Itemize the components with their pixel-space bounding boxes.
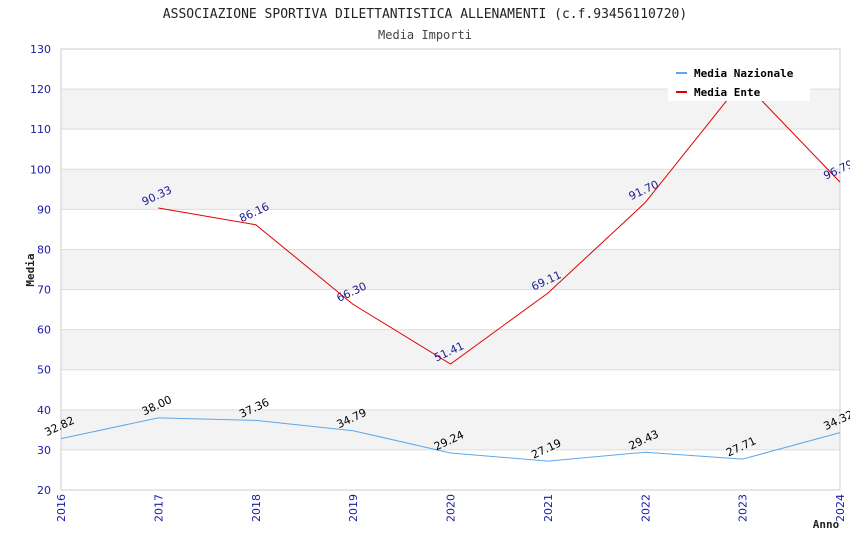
- grid-band: [61, 289, 840, 330]
- x-tick-label: 2020: [445, 494, 458, 522]
- plot-area: [60, 48, 841, 491]
- y-tick-label: 80: [37, 243, 51, 256]
- x-axis-ticks: 2016 2017 2018 2019 2020 2021 2022 2023 2024: [55, 494, 847, 522]
- y-tick-label: 30: [37, 444, 51, 457]
- y-tick-label: 110: [30, 123, 51, 136]
- y-axis-ticks: 20 30 40 50 60 70 80 90 100 110 120 130: [30, 43, 51, 497]
- y-tick-label: 60: [37, 324, 51, 337]
- y-tick-label: 40: [37, 404, 51, 417]
- x-tick-label: 2016: [55, 494, 68, 522]
- chart-subtitle: Media Importi: [378, 28, 472, 42]
- legend: Media Nazionale Media Ente: [668, 61, 810, 101]
- y-tick-label: 90: [37, 203, 51, 216]
- x-tick-label: 2022: [639, 494, 652, 522]
- grid-bands: [61, 49, 840, 490]
- x-tick-label: 2019: [347, 494, 360, 522]
- x-tick-label: 2021: [542, 494, 555, 522]
- grid-band: [61, 169, 840, 210]
- y-axis-label: Media: [24, 253, 37, 286]
- legend-entry: Media Ente: [694, 86, 761, 99]
- x-axis-label: Anno: [813, 518, 840, 531]
- grid-band: [61, 449, 840, 490]
- y-tick-label: 100: [30, 163, 51, 176]
- y-tick-label: 120: [30, 83, 51, 96]
- legend-box: [668, 61, 810, 101]
- y-tick-label: 70: [37, 284, 51, 297]
- x-tick-label: 2017: [152, 494, 165, 522]
- x-tick-label: 2018: [250, 494, 263, 522]
- y-tick-label: 20: [37, 484, 51, 497]
- series-line: [60, 417, 841, 462]
- y-tick-label: 130: [30, 43, 51, 56]
- y-tick-label: 50: [37, 364, 51, 377]
- x-tick-label: 2024: [834, 494, 847, 522]
- grid-band: [61, 209, 840, 250]
- legend-entry: Media Nazionale: [694, 67, 794, 80]
- chart-title: ASSOCIAZIONE SPORTIVA DILETTANTISTICA AL…: [163, 7, 687, 22]
- grid-band: [61, 409, 840, 450]
- grid-band: [61, 129, 840, 170]
- grid-band: [61, 369, 840, 410]
- x-tick-label: 2023: [737, 494, 750, 522]
- grid-band: [61, 249, 840, 290]
- grid-band: [61, 329, 840, 370]
